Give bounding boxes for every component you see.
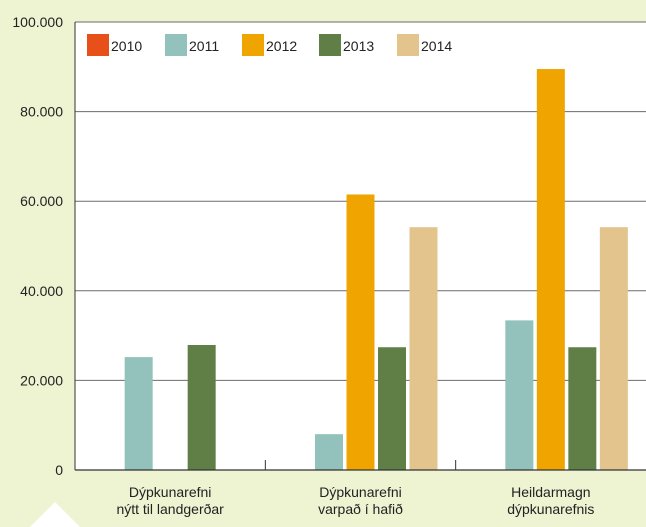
legend-label: 2010: [111, 38, 142, 54]
x-category-label: Dýpkunarefni varpað í hafið: [318, 484, 403, 517]
legend-label: 2014: [421, 38, 452, 54]
x-category-label: Dýpkunarefni nýtt til landgerðar: [116, 484, 224, 517]
legend-swatch: [165, 34, 187, 56]
bar: [378, 347, 406, 470]
x-category-label-line: varpað í hafið: [318, 501, 403, 517]
bar: [536, 69, 565, 470]
bar: [599, 227, 628, 470]
legend-swatch: [87, 34, 109, 56]
bars: [124, 69, 628, 471]
legend-label: 2012: [266, 38, 297, 54]
legend-label: 2013: [343, 38, 374, 54]
legend-swatch: [397, 34, 419, 56]
x-axis-categories: Dýpkunarefni nýtt til landgerðarDýpkunare…: [116, 484, 594, 517]
bar: [187, 345, 216, 470]
legend: 2010 2011 2012 2013 2014: [87, 34, 452, 56]
axes: [74, 22, 646, 471]
y-tick-label: 20.000: [20, 372, 63, 388]
bar: [346, 194, 375, 471]
legend-label: 2011: [189, 38, 219, 54]
bar: [568, 347, 597, 470]
bar: [124, 357, 153, 470]
legend-swatch: [242, 34, 264, 56]
x-category-label: Heildarmagn dýpkunarefnis: [507, 484, 594, 517]
x-category-label-line: nýtt til landgerðar: [116, 501, 224, 517]
x-category-label-line: Heildarmagn: [511, 484, 590, 500]
y-tick-label: 100.000: [12, 14, 63, 30]
bar: [409, 227, 438, 470]
y-tick-label: 40.000: [20, 283, 63, 299]
legend-swatch: [319, 34, 341, 56]
decorative-triangle: [30, 502, 80, 527]
y-tick-label: 60.000: [20, 193, 63, 209]
x-category-label-line: dýpkunarefnis: [507, 501, 594, 517]
x-category-label-line: Dýpkunarefni: [129, 484, 212, 500]
bar: [315, 434, 343, 470]
y-axis-ticks: 0 20.000 40.000 60.000 80.000 100.000: [12, 14, 63, 478]
x-category-label-line: Dýpkunarefni: [319, 484, 402, 500]
y-tick-label: 80.000: [20, 104, 63, 120]
y-tick-label: 0: [55, 462, 63, 478]
bar: [505, 320, 534, 470]
